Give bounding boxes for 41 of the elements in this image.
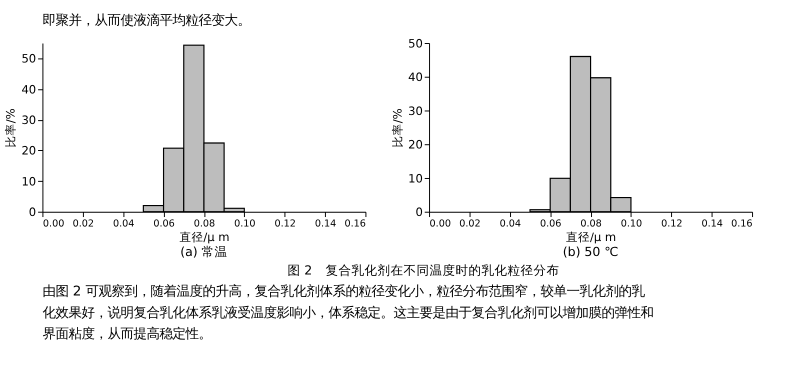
x-tick-label: 0.00: [42, 218, 64, 230]
x-tick-label: 0.06: [153, 218, 175, 230]
x-tick-label: 0.04: [500, 218, 522, 230]
y-tick-label: 40: [408, 70, 423, 84]
x-tick-label: 0.12: [661, 218, 683, 230]
y-tick-label: 40: [21, 82, 36, 96]
y-tick-label: 50: [21, 52, 36, 66]
x-tick-label: 0.16: [731, 218, 753, 230]
x-tick-label: 0.08: [194, 218, 216, 230]
y-tick-label: 0: [28, 205, 36, 220]
x-tick-label: 0.04: [112, 218, 134, 230]
y-tick-label: 20: [21, 144, 36, 158]
x-tick-label: 0.10: [620, 218, 642, 230]
x-tick-label: 0.14: [314, 218, 336, 230]
text: 由图 2 可观察到，随着温度的升高，复合乳化剂体系的粒径变化小，粒径分布范围窄，较单一乳化剂的乳: [42, 284, 645, 300]
y-tick-label: 30: [408, 104, 423, 118]
x-axis-title: 直径/μ m: [179, 230, 230, 244]
x-tick-label: 0.08: [580, 218, 602, 230]
y-tick-label: 10: [408, 171, 423, 186]
y-tick-label: 20: [408, 138, 423, 152]
x-tick-label: 0.02: [459, 218, 481, 230]
text: 化效果好，说明复合乳化体系乳液受温度影响小，体系稳定。这主要是由于复合乳化剂可以增加膜的弹性和: [42, 304, 654, 321]
x-tick-label: 0.10: [234, 218, 256, 230]
text: 即聚并，从而使液滴平均粒径变大。: [42, 12, 250, 29]
y-tick-label: 10: [21, 174, 36, 188]
text: 界面粘度，从而提高稳定性。: [42, 326, 212, 342]
x-tick-label: 0.12: [274, 218, 296, 230]
x-tick-label: 0.00: [430, 218, 451, 230]
text: 图 2 复合乳化剂在不同温度时的乳化粒径分布: [287, 262, 560, 278]
y-tick-label: 30: [21, 113, 36, 128]
y-tick-label: 50: [408, 36, 423, 50]
x-tick-label: 0.14: [701, 218, 723, 230]
text: (b) 50 ℃: [562, 244, 618, 260]
x-tick-label: 0.16: [344, 218, 366, 230]
x-tick-label: 0.06: [540, 218, 562, 230]
text: (a) 常温: [180, 244, 228, 260]
y-tick-label: 0: [415, 205, 423, 220]
x-axis-title: 直径/μ m: [566, 230, 616, 244]
x-tick-label: 0.02: [72, 218, 94, 230]
y-axis-title: 比率/%: [4, 108, 18, 148]
y-axis-title: 比率/%: [390, 108, 404, 148]
